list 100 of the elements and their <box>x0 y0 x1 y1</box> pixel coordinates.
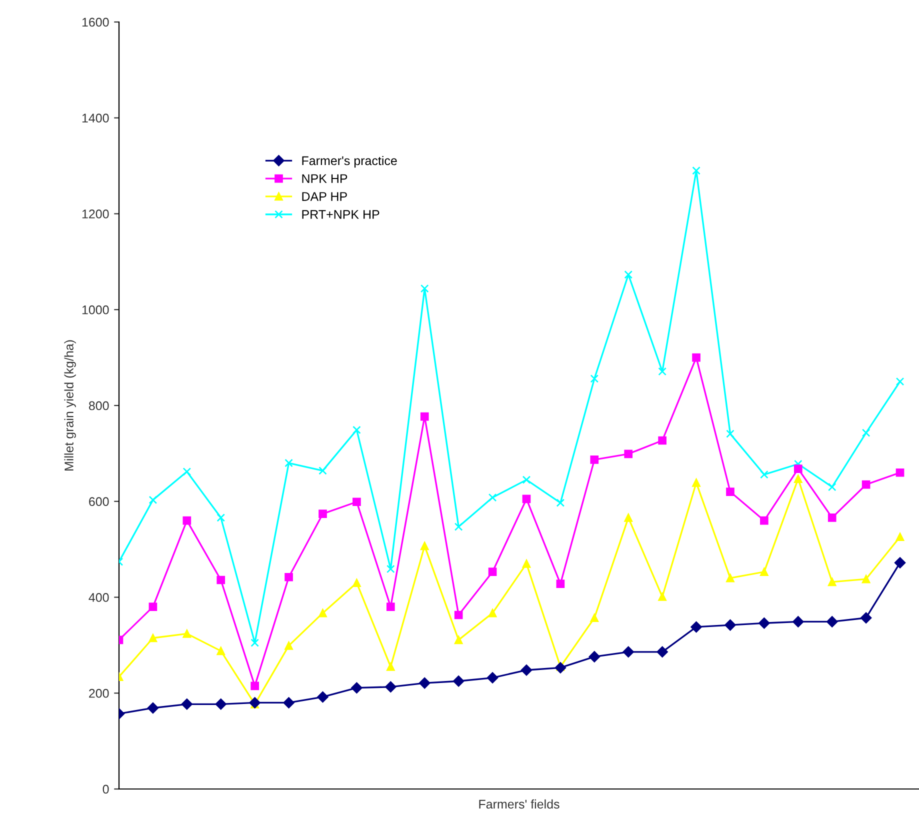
legend-label: PRT+NPK HP <box>302 210 380 219</box>
point <box>318 466 327 475</box>
point <box>828 514 836 522</box>
y-tick-label: 800 <box>88 401 109 410</box>
point <box>862 574 870 584</box>
point <box>622 646 634 658</box>
point <box>520 664 532 676</box>
point <box>556 580 565 588</box>
point <box>726 430 734 438</box>
point <box>216 514 226 522</box>
point <box>896 377 904 386</box>
point <box>216 646 226 656</box>
point <box>624 450 633 458</box>
point <box>352 426 361 434</box>
point <box>148 602 158 612</box>
point <box>590 614 599 622</box>
point <box>486 672 498 684</box>
point <box>318 510 327 518</box>
point <box>352 578 361 588</box>
point <box>284 642 293 650</box>
point <box>860 612 872 624</box>
point <box>692 353 700 362</box>
y-tick-label: 400 <box>88 593 109 602</box>
point <box>318 608 327 618</box>
point <box>658 592 666 601</box>
y-tick-label: 1000 <box>82 305 109 314</box>
point <box>419 677 430 689</box>
point <box>692 166 700 175</box>
legend-label: DAP HP <box>302 192 347 201</box>
point <box>250 638 259 647</box>
point <box>182 630 192 638</box>
point <box>828 482 836 492</box>
point <box>896 532 904 542</box>
point <box>386 662 395 671</box>
point <box>148 634 158 642</box>
point <box>452 676 464 687</box>
y-tick-label: 200 <box>89 688 109 698</box>
point <box>351 682 362 694</box>
point <box>352 498 361 506</box>
point <box>216 576 226 584</box>
point <box>760 516 768 525</box>
y-axis-title: Millet grain yield (kg/ha) <box>64 340 76 470</box>
point <box>862 428 870 437</box>
point <box>828 578 836 586</box>
point <box>284 458 293 468</box>
y-tick-label: 600 <box>89 497 109 506</box>
point <box>522 476 531 484</box>
point <box>760 470 768 479</box>
point <box>588 651 600 662</box>
point <box>454 610 463 620</box>
point <box>826 616 838 628</box>
point <box>181 698 193 710</box>
point <box>420 412 429 421</box>
point <box>454 522 463 531</box>
point <box>624 270 633 279</box>
legend-label: Farmer's practice <box>302 156 397 168</box>
point <box>758 618 770 629</box>
point <box>283 697 294 708</box>
point <box>894 557 906 568</box>
point <box>862 480 870 489</box>
point <box>148 496 158 504</box>
point <box>454 636 463 644</box>
point <box>386 602 395 612</box>
point <box>488 568 497 576</box>
point <box>317 691 328 703</box>
y-tick-label: 1200 <box>82 210 109 218</box>
point <box>522 494 531 504</box>
point <box>522 560 531 568</box>
point <box>215 698 226 710</box>
point <box>658 436 666 445</box>
point <box>724 619 736 631</box>
point <box>658 367 666 376</box>
point <box>556 498 565 507</box>
point <box>896 468 904 477</box>
y-tick-label: 0 <box>102 784 109 794</box>
point <box>760 568 768 576</box>
y-tick-label: 1600 <box>82 18 109 27</box>
point <box>420 284 429 293</box>
point <box>385 681 396 692</box>
point <box>488 608 497 618</box>
legend-label: NPK HP <box>302 174 348 183</box>
x-axis-title: Farmers' fields <box>479 799 560 809</box>
point <box>420 542 429 550</box>
point <box>656 646 668 658</box>
point <box>624 514 633 522</box>
point <box>182 516 192 525</box>
point <box>554 662 566 674</box>
point <box>794 464 802 473</box>
point <box>488 493 497 502</box>
point <box>690 621 702 633</box>
point <box>726 488 734 496</box>
point <box>250 682 259 690</box>
point <box>386 564 395 574</box>
point <box>182 467 192 476</box>
point <box>590 374 599 383</box>
point <box>726 574 734 582</box>
point <box>147 702 159 714</box>
point <box>794 474 802 484</box>
y-tick-label: 1400 <box>82 114 109 123</box>
point <box>792 616 804 628</box>
